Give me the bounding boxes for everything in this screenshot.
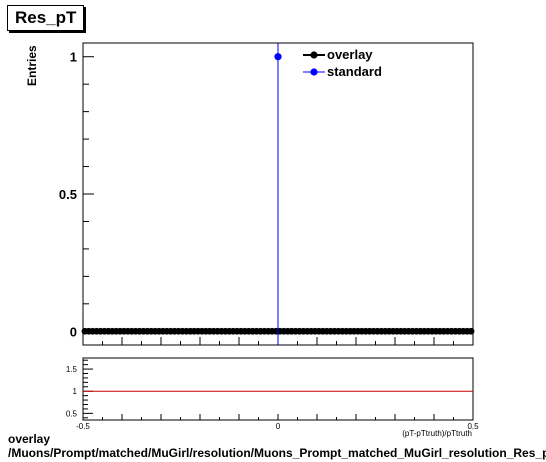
standard-point: [274, 53, 282, 61]
main-y-tick-label: 1: [70, 50, 77, 65]
overlay-point: [467, 327, 475, 335]
ratio-x-ticks: -0.5 0 0.5: [76, 414, 479, 431]
ratio-y-tick-label: 1: [73, 387, 78, 396]
legend-standard-marker: [310, 68, 318, 76]
footer-label: overlay: [8, 432, 51, 446]
ratio-y-tick-label: 0.5: [66, 409, 78, 418]
legend-overlay-label: overlay: [327, 47, 373, 62]
ratio-y-tick-label: 1.5: [66, 365, 78, 374]
main-y-ticks: 00.51: [59, 50, 94, 339]
legend-standard-label: standard: [327, 64, 382, 79]
main-series-layer: [81, 43, 475, 345]
ratio-frame: [82, 357, 474, 421]
y-axis-label: Entries: [25, 45, 39, 86]
legend-overlay-marker: [310, 51, 318, 59]
histogram-title: Res_pT: [7, 5, 85, 31]
footer-path: /Muons/Prompt/matched/MuGirl/resolution/…: [8, 446, 546, 460]
legend: overlay standard: [303, 47, 382, 79]
x-axis-label: (pT-pTtruth)/pTtruth: [402, 429, 472, 438]
ratio-x-tick-label: 0: [276, 422, 281, 431]
main-y-tick-label: 0.5: [59, 187, 77, 202]
main-y-tick-label: 0: [70, 324, 77, 339]
ratio-x-tick-label: 0.5: [467, 422, 479, 431]
ratio-y-ticks: 0.5 1 1.5: [66, 359, 93, 418]
ratio-x-tick-label: -0.5: [76, 422, 90, 431]
